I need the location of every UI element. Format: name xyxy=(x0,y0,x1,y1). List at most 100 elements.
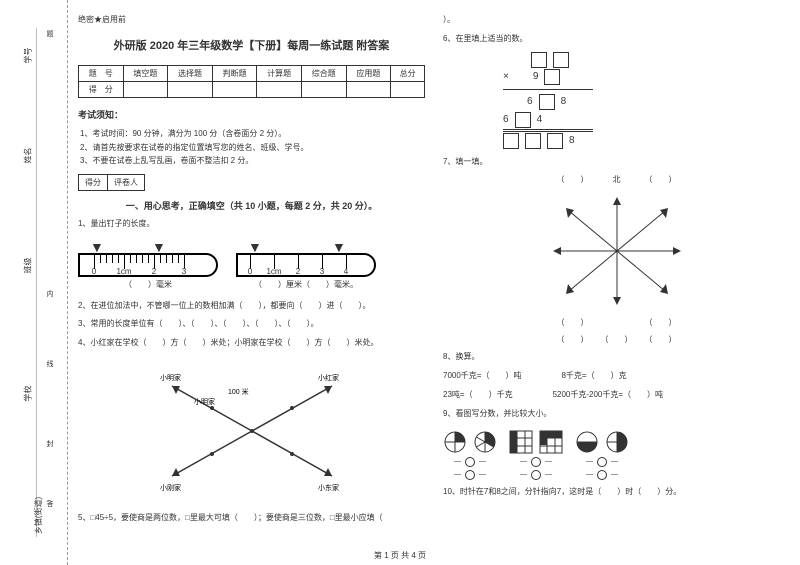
bind-note-inner: 内 xyxy=(44,290,54,297)
bind-note-ti: 题 xyxy=(44,30,54,37)
compare-circle xyxy=(465,470,475,480)
fractions: —— —— —— —— —— —— xyxy=(443,430,790,480)
page-footer: 第 1 页 共 4 页 xyxy=(374,550,426,561)
mult-p2: 6 4 xyxy=(503,111,790,129)
mult-top xyxy=(503,52,790,68)
ruler-num: 3 xyxy=(320,267,324,276)
mult-x: × 9 xyxy=(503,68,790,86)
ruler1-body: 0 1cm 2 3 xyxy=(78,253,218,277)
ruler1-caption: （ ）毫米 xyxy=(78,279,218,290)
svg-text:小红家: 小红家 xyxy=(318,373,339,382)
compass-blank: （ ） xyxy=(553,334,593,345)
frac-compare: —— xyxy=(520,457,552,467)
q8a: 7000千克=（ ）吨 xyxy=(443,370,521,383)
q2: 2、在进位加法中，不管哪一位上的数相加满（ ），都要向（ ）进（ ）。 xyxy=(78,300,425,313)
notice-list: 1、考试时间：90 分钟，满分为 100 分（含卷面分 2 分）。 2、请首先按… xyxy=(80,127,425,168)
q1: 1、量出钉子的长度。 xyxy=(78,218,425,231)
fgroup-grids: —— —— xyxy=(509,430,563,480)
mult-res: 8 xyxy=(503,132,790,150)
ruler-num: 0 xyxy=(92,267,96,276)
digit-9: 9 xyxy=(533,68,539,86)
multiplication-layout: × 9 6 8 6 4 8 xyxy=(503,52,790,150)
q8c: 23吨=（ ）千克 xyxy=(443,389,513,402)
bind-note-seal: 封 xyxy=(44,440,54,447)
bind-field-township: 乡镇(街道) xyxy=(33,497,44,534)
binding-margin: 乡镇(街道) 学校 班级 姓名 学号 封 线 内 答 题 xyxy=(0,0,68,565)
compass-blank: （ ） xyxy=(641,317,681,328)
th-choice: 选择题 xyxy=(168,66,213,82)
th-app: 应用题 xyxy=(346,66,391,82)
q5: 5、□45÷5，要使商是两位数，□里最大可填（ ）；要使商是三位数，□里最小应填… xyxy=(78,512,425,525)
notice-item-1: 1、考试时间：90 分钟，满分为 100 分（含卷面分 2 分）。 xyxy=(80,127,425,141)
digit-4: 4 xyxy=(537,111,543,129)
th-fill: 填空题 xyxy=(123,66,168,82)
pie-icon xyxy=(605,430,629,454)
ruler2-arrows: ▼ ▼ xyxy=(236,241,376,253)
digit-blank xyxy=(531,52,547,68)
digit-blank xyxy=(547,133,563,149)
right-column: ）。 6、在里填上适当的数。 × 9 6 8 6 4 xyxy=(443,14,790,545)
digit-blank xyxy=(539,94,555,110)
compass-north: 北 xyxy=(597,174,637,185)
label-100m: 100 米 xyxy=(228,387,249,396)
ruler-num: 0 xyxy=(248,267,252,276)
pie-row xyxy=(575,430,629,454)
compass-blank: （ ） xyxy=(641,334,681,345)
page-title: 外研版 2020 年三年级数学【下册】每周一练试题 附答案 xyxy=(78,37,425,53)
frac-compare: —— xyxy=(454,470,486,480)
binding-line xyxy=(36,28,37,537)
q7: 7、填一填。 xyxy=(443,156,790,169)
svg-text:小刚家: 小刚家 xyxy=(160,483,181,492)
frac-compare: —— xyxy=(454,457,486,467)
ruler-num: 1cm xyxy=(116,267,131,276)
ruler2: ▼ ▼ 0 1cm 2 3 4 （ ）厘米（ ）毫米。 xyxy=(236,241,376,290)
score-table: 题 号 填空题 选择题 判断题 计算题 综合题 应用题 总分 得 分 xyxy=(78,65,425,98)
q3: 3、常用的长度单位有（ ）、（ ）、（ ）、（ ）、（ ）。 xyxy=(78,318,425,331)
digit-8: 8 xyxy=(561,93,567,111)
digit-6: 6 xyxy=(527,93,533,111)
td-blank xyxy=(212,82,257,98)
compass-bot: （ ） （ ） （ ） xyxy=(443,334,790,345)
ruler1-arrows: ▼ ▼ xyxy=(78,241,218,253)
compass-mid: （ ） （ ） xyxy=(443,317,790,328)
q10: 10、时针在7和8之间，分针指向7，这时是（ ）时（ ）分。 xyxy=(443,486,790,499)
frac-compare: —— xyxy=(586,470,618,480)
pie-icon xyxy=(575,430,599,454)
digit-blank xyxy=(525,133,541,149)
digit-8: 8 xyxy=(569,132,575,150)
times-sign: × xyxy=(503,68,509,86)
notice-heading: 考试须知： xyxy=(78,108,425,121)
page-content: 绝密★启用前 外研版 2020 年三年级数学【下册】每周一练试题 附答案 题 号… xyxy=(68,0,800,565)
section1-title: 一、用心思考，正确填空（共 10 小题，每题 2 分，共 20 分）。 xyxy=(78,199,425,212)
td-score-label: 得 分 xyxy=(79,82,124,98)
digit-blank xyxy=(544,69,560,85)
notice-item-3: 3、不要在试卷上乱写乱画，卷面不整洁扣 2 分。 xyxy=(80,154,425,168)
pie-icon xyxy=(473,430,497,454)
td-blank xyxy=(391,82,425,98)
compass-svg xyxy=(547,191,687,311)
th-judge: 判断题 xyxy=(212,66,257,82)
scorebox-wrap: 得分 评卷人 xyxy=(78,174,425,191)
q8b: 8千克=（ ）克 xyxy=(561,370,626,383)
bind-field-name: 姓名 xyxy=(23,148,34,164)
underline xyxy=(503,89,593,90)
crossroad-svg: 100 米 小明家 小红家 小刚家 小东家 小明家 xyxy=(142,356,362,506)
q8-row2: 23吨=（ ）千克 5200千克-200千克=（ ）吨 xyxy=(443,389,790,402)
ruler-num: 1cm xyxy=(266,267,281,276)
ruler2-body: 0 1cm 2 3 4 xyxy=(236,253,376,277)
ruler-num: 2 xyxy=(296,267,300,276)
compass-top: （ ） 北 （ ） xyxy=(443,174,790,185)
left-column: 绝密★启用前 外研版 2020 年三年级数学【下册】每周一练试题 附答案 题 号… xyxy=(78,14,425,545)
bind-note-line: 线 xyxy=(44,360,54,367)
digit-blank xyxy=(515,112,531,128)
compare-circle xyxy=(597,470,607,480)
td-blank xyxy=(346,82,391,98)
scorebox: 得分 评卷人 xyxy=(78,174,145,191)
ruler-num: 3 xyxy=(182,267,186,276)
q8-row1: 7000千克=（ ）吨 8千克=（ ）克 xyxy=(443,370,790,383)
svg-text:小明家: 小明家 xyxy=(160,373,181,382)
frac-compare: —— xyxy=(520,470,552,480)
compass-blank: （ ） xyxy=(641,174,681,185)
grid-icon xyxy=(539,430,563,454)
q5b: ）。 xyxy=(443,14,790,27)
